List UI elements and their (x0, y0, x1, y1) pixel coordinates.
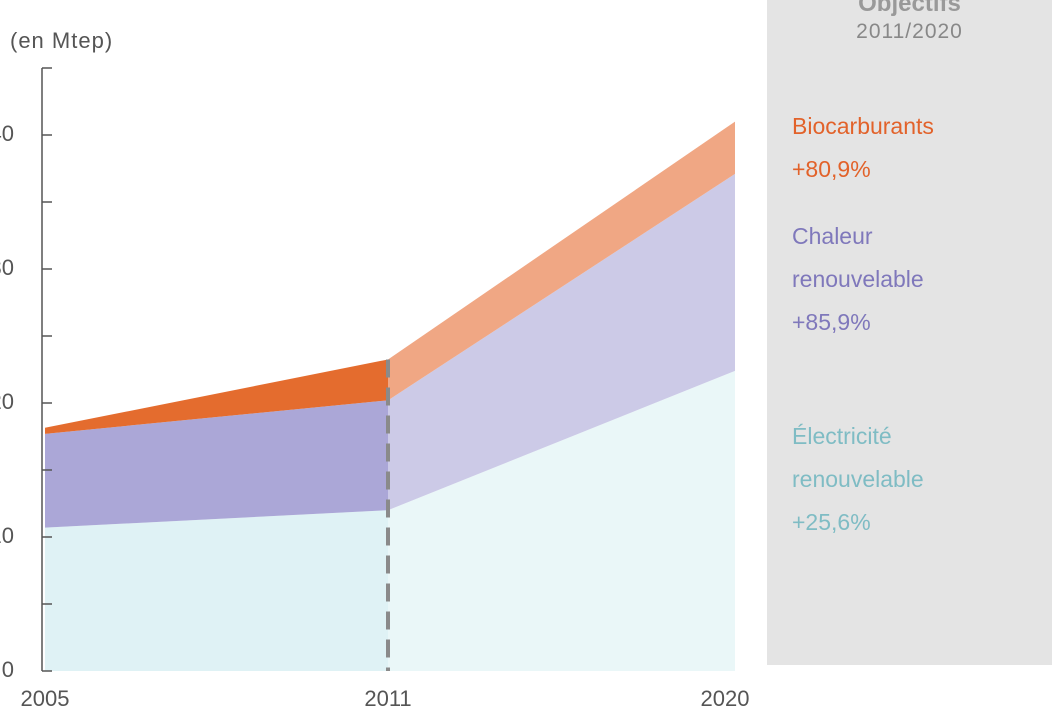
area (45, 359, 388, 434)
area (45, 510, 388, 671)
x-tick-label: 2020 (701, 686, 750, 711)
y-axis-label: (en Mtep) (10, 28, 113, 53)
y-tick-label: 10 (0, 523, 14, 548)
area (388, 173, 735, 511)
objectives-panel: Objectifs 2011/2020 Électricité renouvel… (767, 0, 1052, 665)
y-tick-label: 20 (0, 389, 14, 414)
x-tick-label: 2011 (364, 686, 411, 711)
legend-entry: Électricité renouvelable +25,6% (792, 415, 992, 544)
legend-entry: Biocarburants +80,9% (792, 105, 992, 191)
panel-title: Objectifs (858, 0, 961, 17)
legend-change: +25,6% (792, 509, 871, 535)
legend-change: +80,9% (792, 156, 871, 182)
y-tick-label: 40 (0, 121, 14, 146)
x-tick-label: 2005 (21, 686, 70, 711)
area (45, 400, 388, 528)
chart: (en Mtep) 0 10 20 30 40 2005 2011 2020 (0, 28, 750, 711)
y-tick-label: 30 (0, 255, 14, 280)
legend-entry: Chaleur renouvelable +85,9% (792, 215, 992, 344)
y-tick-label: 0 (2, 657, 14, 682)
legend-change: +85,9% (792, 309, 871, 335)
panel-subtitle: 2011/2020 (856, 20, 963, 43)
legend-name: Électricité renouvelable (792, 423, 924, 492)
area (388, 370, 735, 671)
legend-name: Biocarburants (792, 113, 934, 139)
area (388, 121, 735, 401)
legend-name: Chaleur renouvelable (792, 223, 924, 292)
